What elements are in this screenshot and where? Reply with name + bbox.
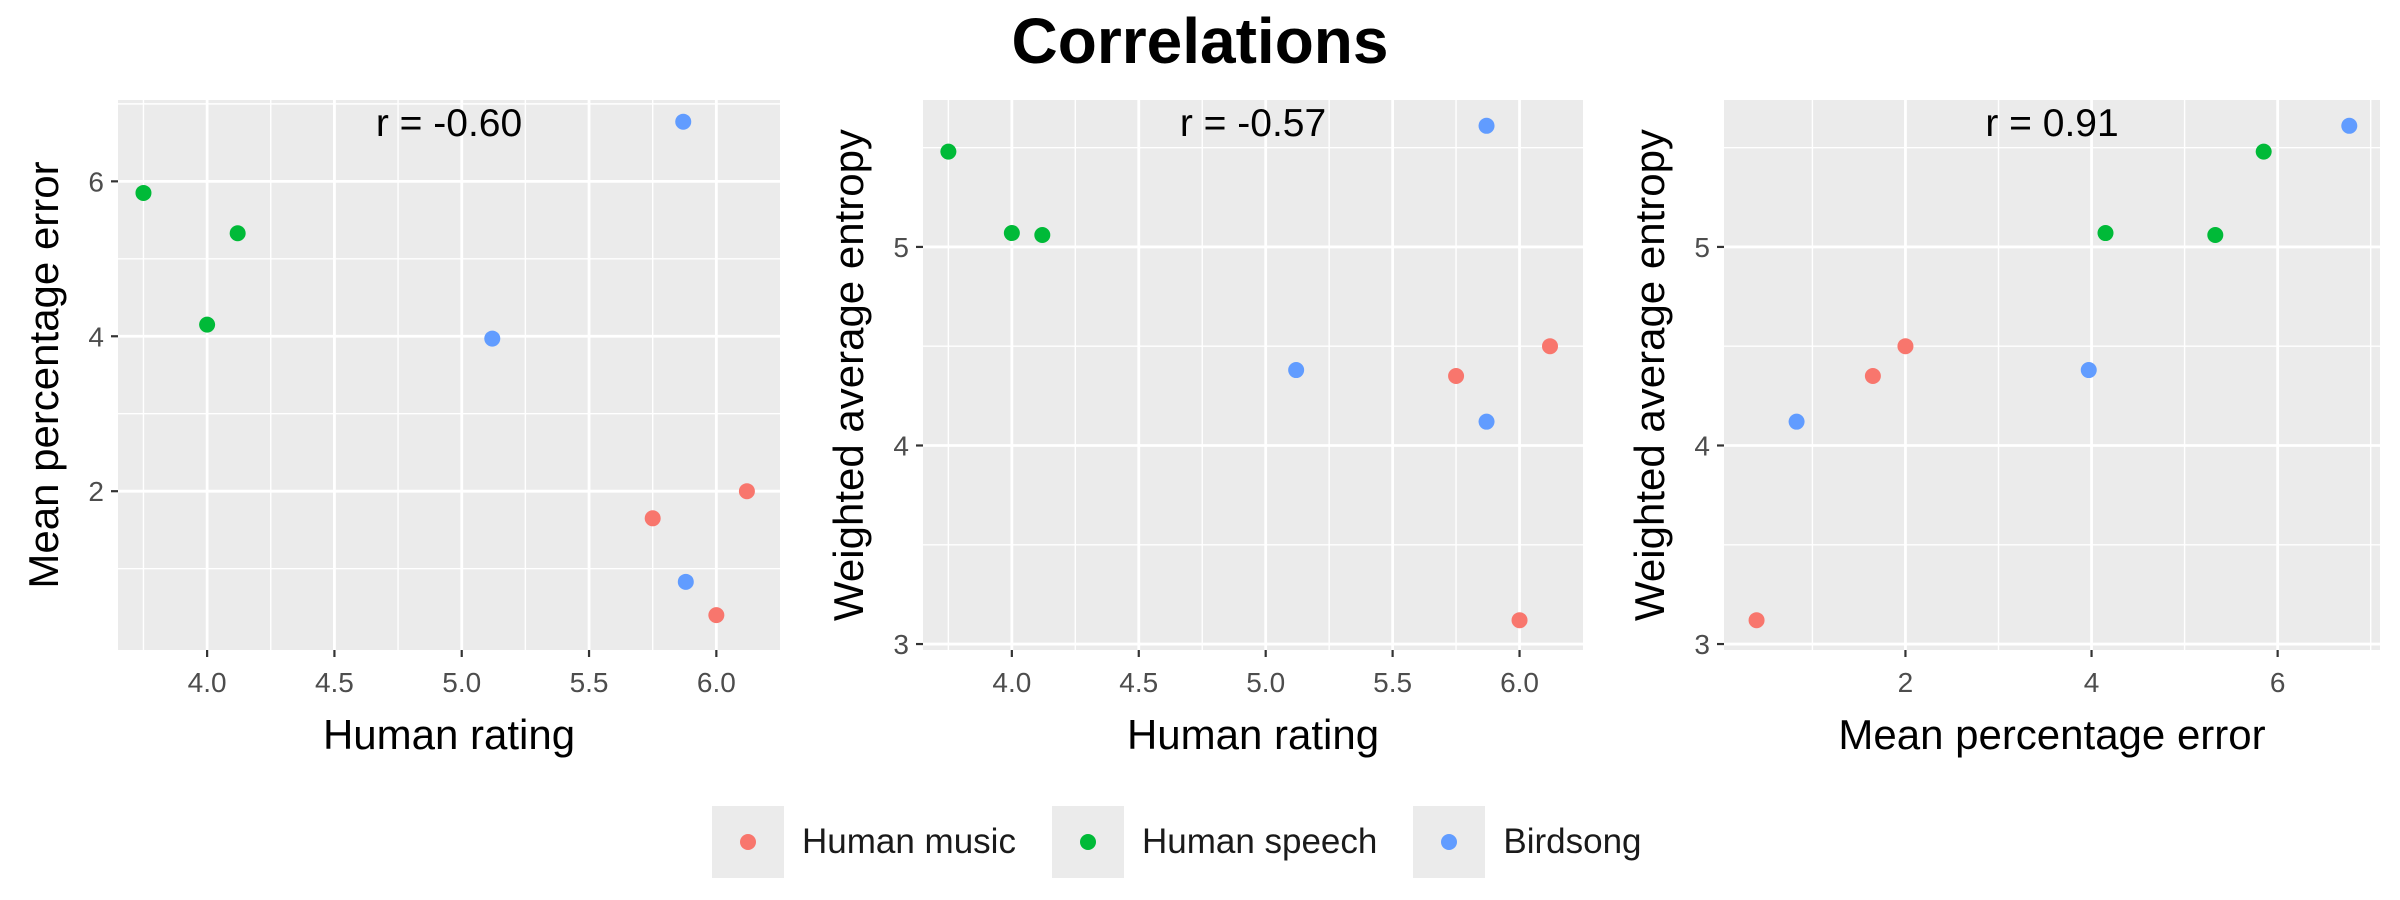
panel-1-point-human-music — [738, 483, 755, 500]
legend-label-birdsong: Birdsong — [1503, 822, 1642, 861]
legend-label-human-speech: Human speech — [1141, 822, 1378, 861]
panel-2-x-tick-label: 4.0 — [992, 667, 1031, 698]
panel-2-y-tick-label: 3 — [893, 629, 909, 660]
chart-title: Correlations — [1011, 5, 1389, 77]
legend-key-human-music — [712, 806, 784, 878]
panel-3-point-birdsong — [1788, 413, 1805, 430]
legend-label-human-music: Human music — [802, 822, 1016, 861]
panel-3-point-human-music — [1897, 338, 1914, 355]
panel-2-background — [923, 100, 1583, 650]
panel-1-point-human-speech — [135, 184, 152, 201]
panel-2-point-birdsong — [1478, 117, 1495, 134]
panel-3-background — [1724, 100, 2380, 650]
legend-item-human-speech: Human speech — [1051, 806, 1378, 878]
panel-1-point-human-music — [644, 510, 661, 527]
panel-1-point-human-music — [708, 607, 725, 624]
panel-2-point-birdsong — [1288, 362, 1305, 379]
panel-2-point-human-music — [1511, 612, 1528, 629]
panel-1-x-tick-label: 5.5 — [570, 667, 609, 698]
panel-1-point-human-speech — [199, 316, 216, 333]
panel-2-x-axis-label: Human rating — [1127, 711, 1379, 758]
panel-2-point-human-music — [1542, 338, 1558, 355]
panel-2-x-tick-label: 6.0 — [1500, 667, 1539, 698]
panel-3-point-birdsong — [2341, 117, 2358, 134]
panel-2-y-tick-label: 5 — [893, 232, 909, 263]
legend-dot-birdsong — [1441, 834, 1458, 850]
panel-3-x-axis-label: Mean percentage error — [1838, 711, 2265, 758]
panel-3-point-human-speech — [2255, 143, 2272, 160]
panel-1-point-birdsong — [484, 330, 501, 347]
legend-key-birdsong — [1413, 806, 1486, 878]
panel-3-point-birdsong — [2080, 362, 2097, 379]
panel-1-background — [118, 100, 780, 650]
legend-item-birdsong: Birdsong — [1413, 806, 1642, 878]
panel-3-y-axis-label: Weighted average entropy — [1626, 129, 1673, 621]
panel-1-y-tick-label: 4 — [88, 321, 104, 352]
panel-3-x-tick-label: 2 — [1898, 667, 1914, 698]
panel-2-point-human-speech — [940, 143, 957, 160]
panel-1-y-axis-label: Mean percentage error — [20, 161, 67, 588]
panel-1-y-tick-label: 2 — [88, 476, 104, 507]
panel-1-point-human-speech — [229, 225, 246, 242]
legend-item-human-music: Human music — [712, 806, 1016, 878]
panel-1-y-tick-label: 6 — [88, 166, 104, 197]
panel-1-x-tick-label: 5.0 — [442, 667, 481, 698]
panel-3-y-tick-label: 3 — [1694, 629, 1710, 660]
panel-1-x-tick-label: 4.0 — [188, 667, 227, 698]
panel-3-point-human-speech — [2207, 227, 2224, 244]
panel-2-point-human-music — [1448, 367, 1465, 384]
panel-3-point-human-speech — [2097, 225, 2114, 242]
panel-1-x-axis-label: Human rating — [323, 711, 575, 758]
legend-dot-human-speech — [1079, 834, 1096, 850]
panel-2-point-birdsong — [1478, 413, 1495, 430]
panel-3-annotation: r = 0.91 — [1985, 102, 2118, 145]
panel-2-x-tick-label: 5.0 — [1246, 667, 1285, 698]
panel-2-point-human-speech — [1034, 227, 1051, 244]
panel-1-annotation: r = -0.60 — [376, 102, 522, 145]
panel-3-y-tick-label: 5 — [1694, 232, 1710, 263]
panel-1-point-birdsong — [677, 573, 694, 590]
legend-key-human-speech — [1051, 806, 1124, 878]
panel-3-x-tick-label: 4 — [2084, 667, 2100, 698]
panel-3-x-tick-label: 6 — [2270, 667, 2286, 698]
panel-2-y-tick-label: 4 — [893, 430, 909, 461]
panel-1-x-tick-label: 4.5 — [315, 667, 354, 698]
panel-2-annotation: r = -0.57 — [1180, 102, 1326, 145]
panel-3-point-human-music — [1748, 612, 1765, 629]
panel-3-point-human-music — [1864, 367, 1881, 384]
legend: Human music Human speech Birdsong — [712, 806, 1678, 878]
panel-2-x-tick-label: 4.5 — [1119, 667, 1158, 698]
panel-1-point-birdsong — [675, 113, 692, 130]
panel-2-y-axis-label: Weighted average entropy — [825, 129, 872, 621]
panel-2-x-tick-label: 5.5 — [1373, 667, 1412, 698]
panel-2-point-human-speech — [1003, 225, 1020, 242]
legend-dot-human-music — [740, 834, 756, 850]
panel-1-x-tick-label: 6.0 — [697, 667, 736, 698]
panel-3-y-tick-label: 4 — [1694, 430, 1710, 461]
